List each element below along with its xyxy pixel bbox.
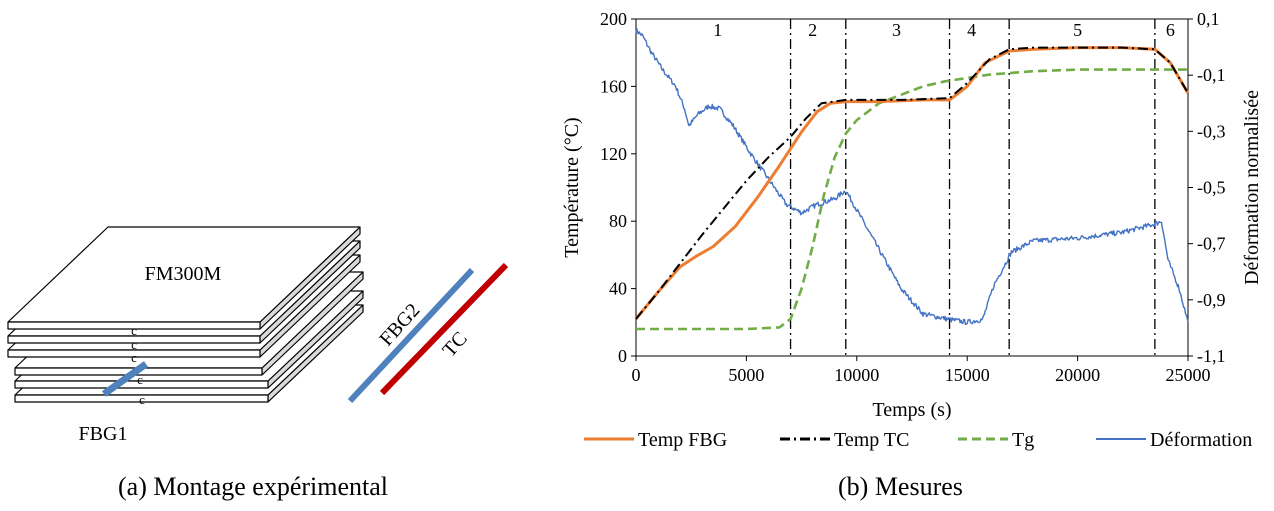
phase-label: 6 (1166, 20, 1175, 40)
phase-label: 3 (892, 20, 901, 40)
legend-label: Temp FBG (638, 429, 727, 451)
y-tick-label: 200 (600, 9, 627, 29)
y2-tick-label: -0,3 (1197, 121, 1226, 141)
phase-label: 4 (967, 20, 976, 40)
ply-mark: c (137, 372, 143, 387)
plot-frame (635, 18, 1189, 357)
ply-marks: c c c c c (131, 323, 145, 407)
legend-item: Temp TC (780, 429, 909, 451)
setup-panel: FM300M c c c c c FBG1 FBG2 TC (a) Montag… (0, 0, 540, 506)
x-tick-label: 0 (632, 365, 641, 385)
legend-item: Temp FBG (584, 429, 727, 451)
fbg1-label: FBG1 (79, 423, 128, 445)
fbg1-fiber (101, 361, 149, 397)
legend-label: Tg (1012, 429, 1034, 451)
x-tick-label: 15000 (945, 365, 990, 385)
setup-diagram: FM300M c c c c c FBG1 FBG2 TC (7, 226, 509, 445)
series-line-temp-tc (635, 46, 1189, 320)
legend: Temp FBG Temp TC Tg Déformation (584, 429, 1252, 451)
y2-axis-title: Déformation normalisée (1241, 90, 1263, 285)
y2-tick-label: 0,1 (1197, 9, 1220, 29)
y2-tick-label: -0,1 (1197, 65, 1226, 85)
fbg2-fiber (347, 267, 475, 404)
y-tick-label: 80 (609, 211, 627, 231)
series-line-d-formation (635, 28, 1189, 325)
legend-item: Déformation (1096, 429, 1252, 451)
ply-mark: c (131, 337, 137, 352)
legend-label: Temp TC (834, 429, 909, 451)
x-tick-label: 5000 (728, 365, 764, 385)
y2-tick-label: -0,5 (1197, 178, 1226, 198)
x-tick-label: 20000 (1055, 365, 1100, 385)
y2-tick-label: -0,9 (1197, 290, 1226, 310)
y-tick-label: 40 (609, 279, 627, 299)
series-line-temp-fbg (634, 46, 1190, 320)
caption-b: (b) Mesures (838, 472, 963, 501)
y-tick-label: 120 (600, 144, 627, 164)
ply-mark: c (131, 323, 137, 338)
phase-label: 5 (1073, 20, 1082, 40)
measurement-chart: 04080120160200-1,1-0,9-0,7-0,5-0,3-0,10,… (561, 9, 1263, 451)
ply-mark: c (139, 392, 145, 407)
ply-stack (7, 226, 364, 403)
ply-mark: c (131, 350, 137, 365)
x-axis-title: Temps (s) (872, 399, 951, 421)
laminate-label: FM300M (145, 263, 222, 285)
legend-label: Déformation (1150, 429, 1252, 451)
ply-top (7, 226, 361, 330)
legend-item: Tg (958, 429, 1034, 451)
phase-label: 2 (808, 20, 817, 40)
y-axis-title: Température (°C) (561, 117, 583, 257)
caption-a: (a) Montage expérimental (118, 472, 388, 501)
thermocouple-wire (379, 262, 509, 396)
phase-label: 1 (713, 20, 722, 40)
chart-panel: 0 40 80 120 160 200 -1,1 -0,9 -0,7 -0,5 -0,3 -0,1 0,… (540, 0, 1274, 506)
y2-tick-label: -1,1 (1197, 346, 1226, 366)
y-tick-label: 160 (600, 76, 627, 96)
y-tick-label: 0 (618, 346, 627, 366)
x-tick-label: 10000 (834, 365, 879, 385)
series-line-tg (636, 68, 1188, 331)
y2-tick-label: -0,7 (1197, 234, 1226, 254)
x-tick-label: 25000 (1166, 365, 1211, 385)
